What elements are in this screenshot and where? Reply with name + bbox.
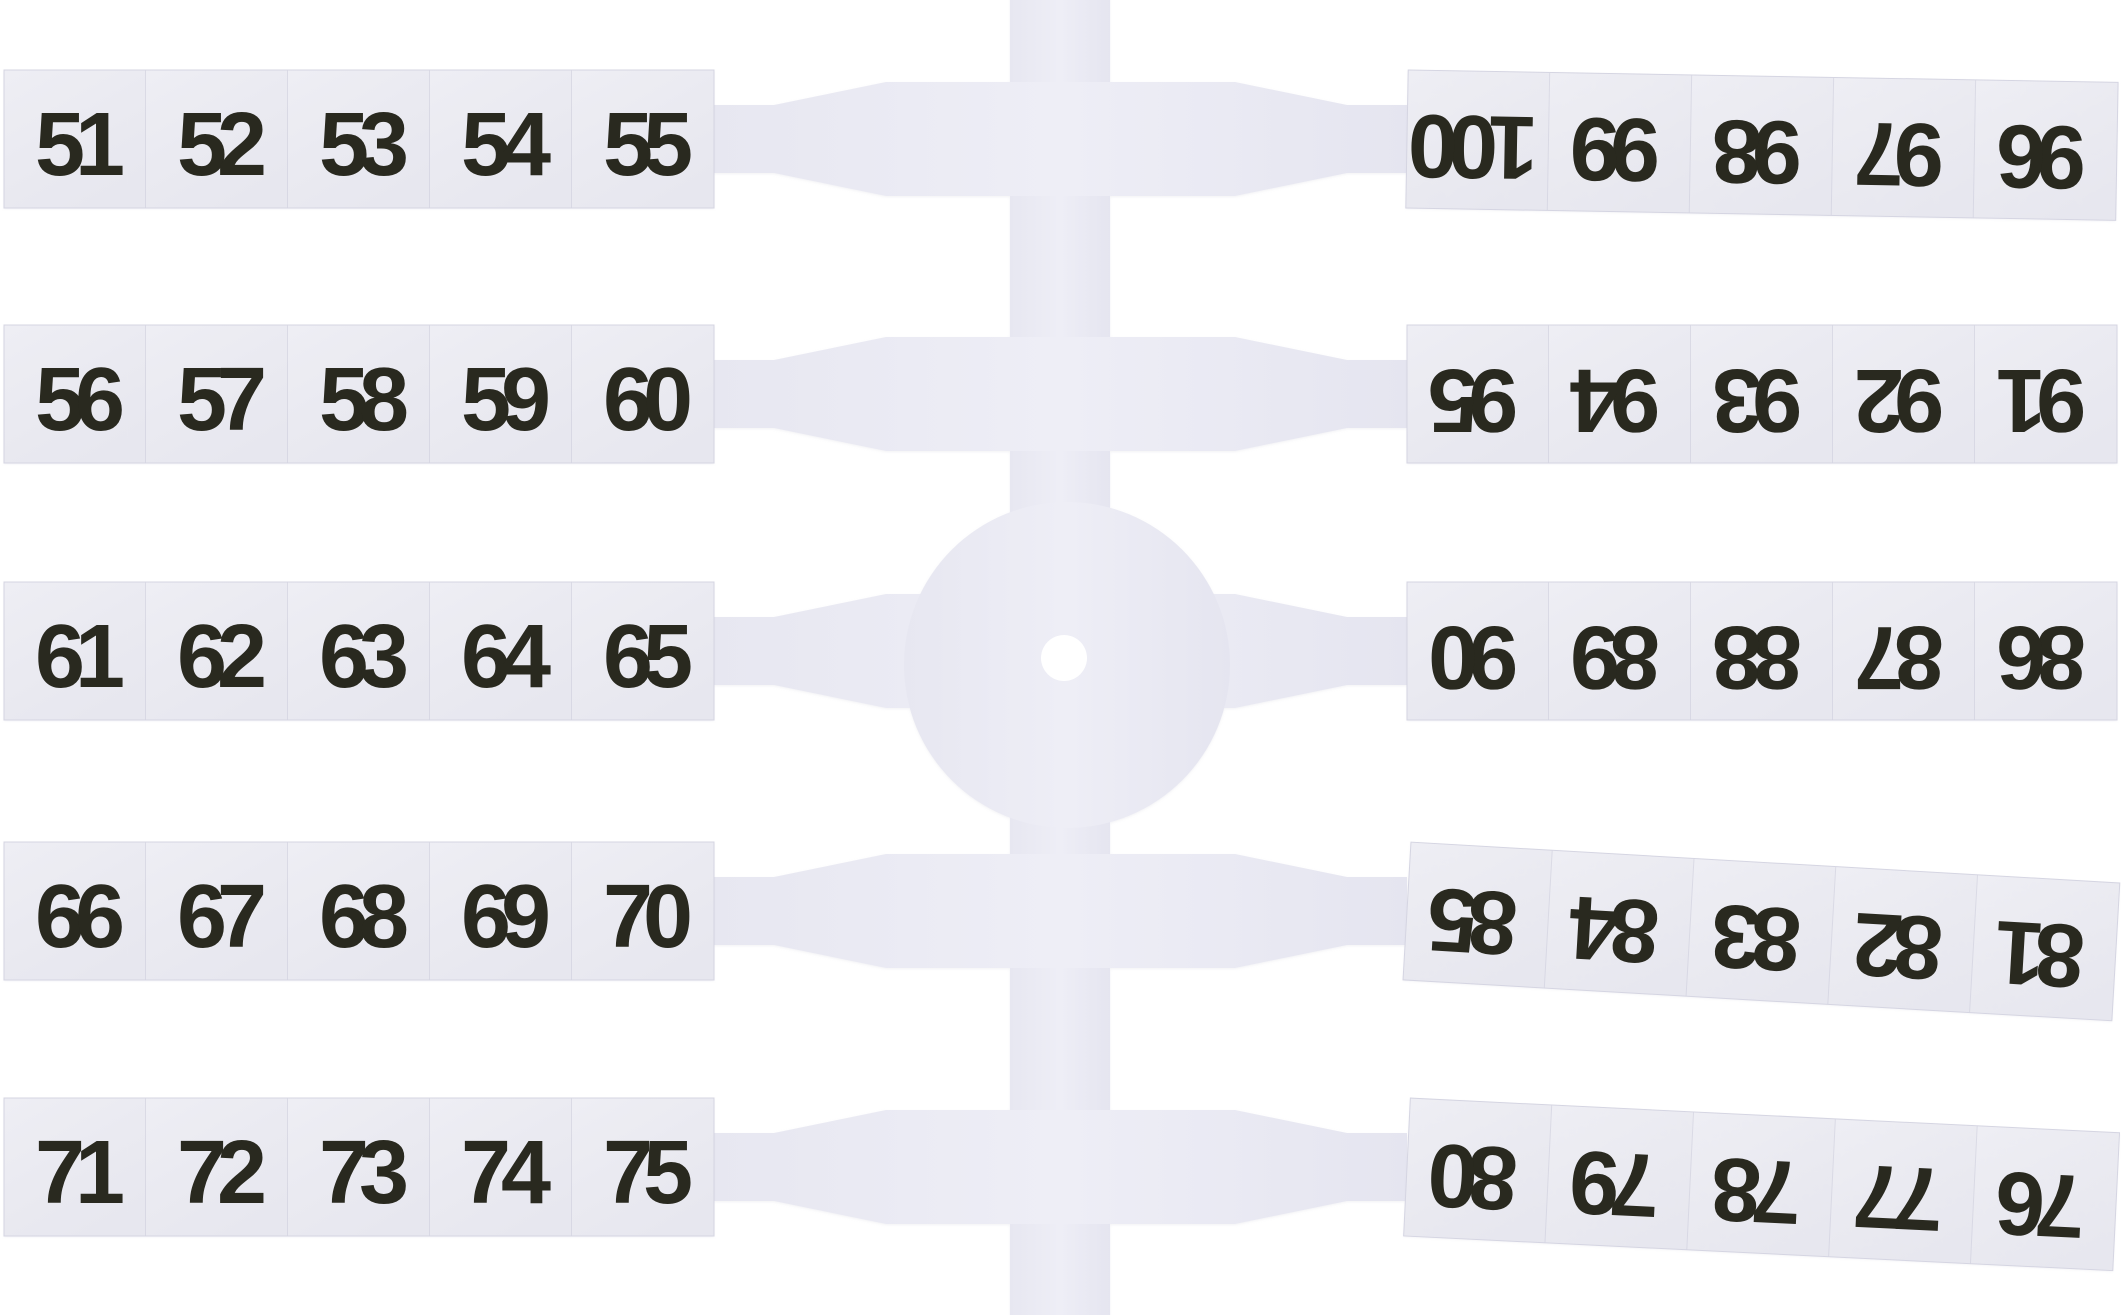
svg-text:72: 72 (177, 1123, 264, 1223)
svg-text:68: 68 (319, 867, 407, 967)
svg-text:61: 61 (35, 607, 123, 707)
svg-text:70: 70 (603, 867, 690, 967)
svg-text:54: 54 (461, 95, 551, 195)
svg-text:62: 62 (177, 607, 264, 707)
svg-text:76: 76 (1996, 1152, 2088, 1256)
svg-text:86: 86 (1999, 607, 2086, 707)
svg-text:94: 94 (1570, 350, 1660, 450)
svg-text:100: 100 (1410, 95, 1539, 197)
svg-text:75: 75 (603, 1123, 691, 1223)
svg-text:85: 85 (1427, 868, 1521, 973)
svg-text:74: 74 (461, 1123, 551, 1223)
svg-text:57: 57 (177, 350, 264, 450)
svg-text:96: 96 (1998, 105, 2087, 207)
svg-text:97: 97 (1856, 103, 1945, 205)
svg-text:92: 92 (1857, 350, 1944, 450)
svg-text:59: 59 (461, 350, 548, 450)
svg-text:98: 98 (1713, 100, 1803, 202)
svg-text:52: 52 (177, 95, 264, 195)
svg-text:56: 56 (35, 350, 122, 450)
svg-text:81: 81 (1994, 901, 2088, 1006)
svg-text:87: 87 (1857, 607, 1944, 707)
svg-text:55: 55 (603, 95, 691, 195)
svg-text:89: 89 (1573, 607, 1660, 707)
svg-text:71: 71 (35, 1123, 123, 1223)
svg-text:73: 73 (319, 1123, 406, 1223)
svg-text:90: 90 (1431, 607, 1518, 707)
svg-text:66: 66 (35, 867, 122, 967)
svg-text:53: 53 (319, 95, 406, 195)
svg-text:77: 77 (1854, 1145, 1946, 1249)
svg-text:64: 64 (461, 607, 551, 707)
svg-text:60: 60 (603, 350, 690, 450)
svg-text:88: 88 (1714, 607, 1802, 707)
svg-text:93: 93 (1715, 350, 1802, 450)
svg-text:69: 69 (461, 867, 548, 967)
svg-text:78: 78 (1711, 1138, 1804, 1242)
svg-text:91: 91 (1998, 350, 2086, 450)
svg-text:99: 99 (1572, 98, 1661, 200)
svg-text:51: 51 (35, 95, 123, 195)
svg-text:79: 79 (1570, 1131, 1662, 1235)
svg-text:67: 67 (177, 867, 264, 967)
svg-text:83: 83 (1711, 885, 1804, 990)
svg-text:82: 82 (1853, 893, 1946, 998)
svg-text:80: 80 (1428, 1124, 1520, 1228)
svg-text:58: 58 (319, 350, 407, 450)
svg-text:63: 63 (319, 607, 406, 707)
svg-text:95: 95 (1430, 350, 1518, 450)
svg-text:65: 65 (603, 607, 691, 707)
